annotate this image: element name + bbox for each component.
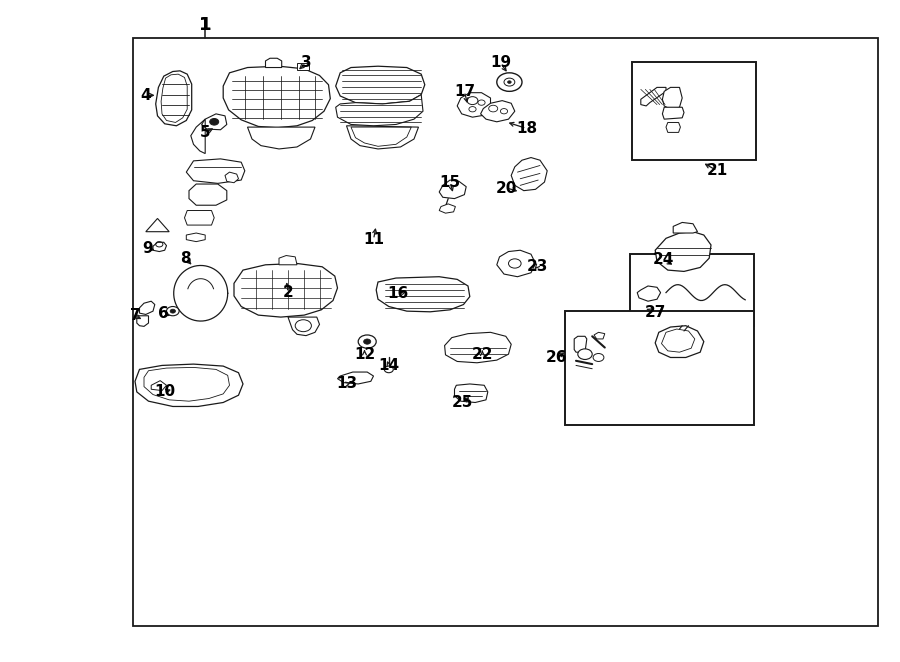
Text: 1: 1 [199, 16, 212, 34]
Polygon shape [662, 107, 684, 119]
Bar [133, 38, 878, 626]
Polygon shape [223, 66, 330, 128]
Polygon shape [202, 114, 227, 130]
Polygon shape [641, 87, 666, 106]
Text: 8: 8 [180, 251, 191, 265]
Text: 5: 5 [200, 125, 211, 140]
Circle shape [593, 354, 604, 361]
Circle shape [504, 78, 515, 86]
Polygon shape [140, 301, 155, 314]
Polygon shape [336, 95, 423, 126]
Circle shape [170, 309, 176, 313]
Bar [630, 254, 754, 326]
Polygon shape [297, 63, 309, 70]
Text: 26: 26 [545, 350, 567, 365]
Text: 7: 7 [130, 308, 140, 323]
Polygon shape [454, 384, 488, 402]
Circle shape [364, 339, 371, 344]
Text: 21: 21 [706, 164, 728, 178]
Polygon shape [346, 126, 418, 149]
Text: 22: 22 [472, 347, 493, 361]
Text: 23: 23 [526, 259, 548, 273]
Text: 25: 25 [452, 395, 473, 410]
Polygon shape [135, 364, 243, 406]
Circle shape [497, 73, 522, 91]
Polygon shape [248, 127, 315, 149]
Polygon shape [662, 87, 682, 109]
Circle shape [578, 349, 592, 359]
Polygon shape [338, 372, 374, 384]
Polygon shape [234, 263, 338, 317]
Text: 9: 9 [142, 242, 153, 256]
Text: 18: 18 [516, 121, 537, 136]
Polygon shape [666, 122, 680, 132]
Polygon shape [497, 250, 536, 277]
Polygon shape [655, 232, 711, 271]
Text: 16: 16 [387, 287, 409, 301]
Text: 27: 27 [644, 305, 666, 320]
Text: 20: 20 [496, 181, 518, 195]
Circle shape [508, 81, 511, 83]
Text: 14: 14 [378, 358, 400, 373]
Polygon shape [376, 277, 470, 312]
Polygon shape [137, 316, 148, 326]
Polygon shape [184, 211, 214, 225]
Circle shape [358, 335, 376, 348]
Polygon shape [151, 381, 166, 391]
Text: 1: 1 [199, 16, 212, 34]
Circle shape [210, 118, 219, 125]
Circle shape [384, 366, 393, 373]
Polygon shape [439, 204, 455, 213]
Polygon shape [511, 158, 547, 191]
Bar [632, 62, 756, 160]
Polygon shape [186, 233, 205, 242]
Text: 4: 4 [140, 88, 151, 103]
Text: 10: 10 [154, 385, 176, 399]
Text: 17: 17 [454, 84, 475, 99]
Polygon shape [574, 336, 587, 352]
Text: 13: 13 [336, 377, 357, 391]
Polygon shape [439, 180, 466, 199]
Text: 6: 6 [158, 306, 169, 320]
Text: 19: 19 [490, 56, 511, 70]
Polygon shape [186, 159, 245, 183]
Polygon shape [266, 58, 282, 68]
Polygon shape [189, 184, 227, 205]
Polygon shape [225, 172, 238, 183]
Polygon shape [457, 93, 490, 117]
Polygon shape [156, 71, 192, 126]
Circle shape [166, 307, 179, 316]
Polygon shape [673, 222, 698, 233]
Polygon shape [637, 286, 661, 301]
Polygon shape [279, 256, 297, 265]
Bar [565, 311, 754, 425]
Polygon shape [594, 332, 605, 339]
Text: 11: 11 [363, 232, 384, 247]
Polygon shape [445, 332, 511, 363]
Text: 24: 24 [652, 252, 674, 267]
Text: 3: 3 [301, 56, 311, 70]
Polygon shape [336, 66, 425, 104]
Text: 12: 12 [354, 347, 375, 361]
Polygon shape [146, 218, 169, 232]
Text: 2: 2 [283, 285, 293, 300]
Polygon shape [655, 326, 704, 357]
Polygon shape [481, 101, 515, 122]
Text: 15: 15 [439, 175, 461, 189]
Circle shape [295, 320, 311, 332]
Polygon shape [153, 242, 166, 252]
Polygon shape [288, 317, 320, 336]
